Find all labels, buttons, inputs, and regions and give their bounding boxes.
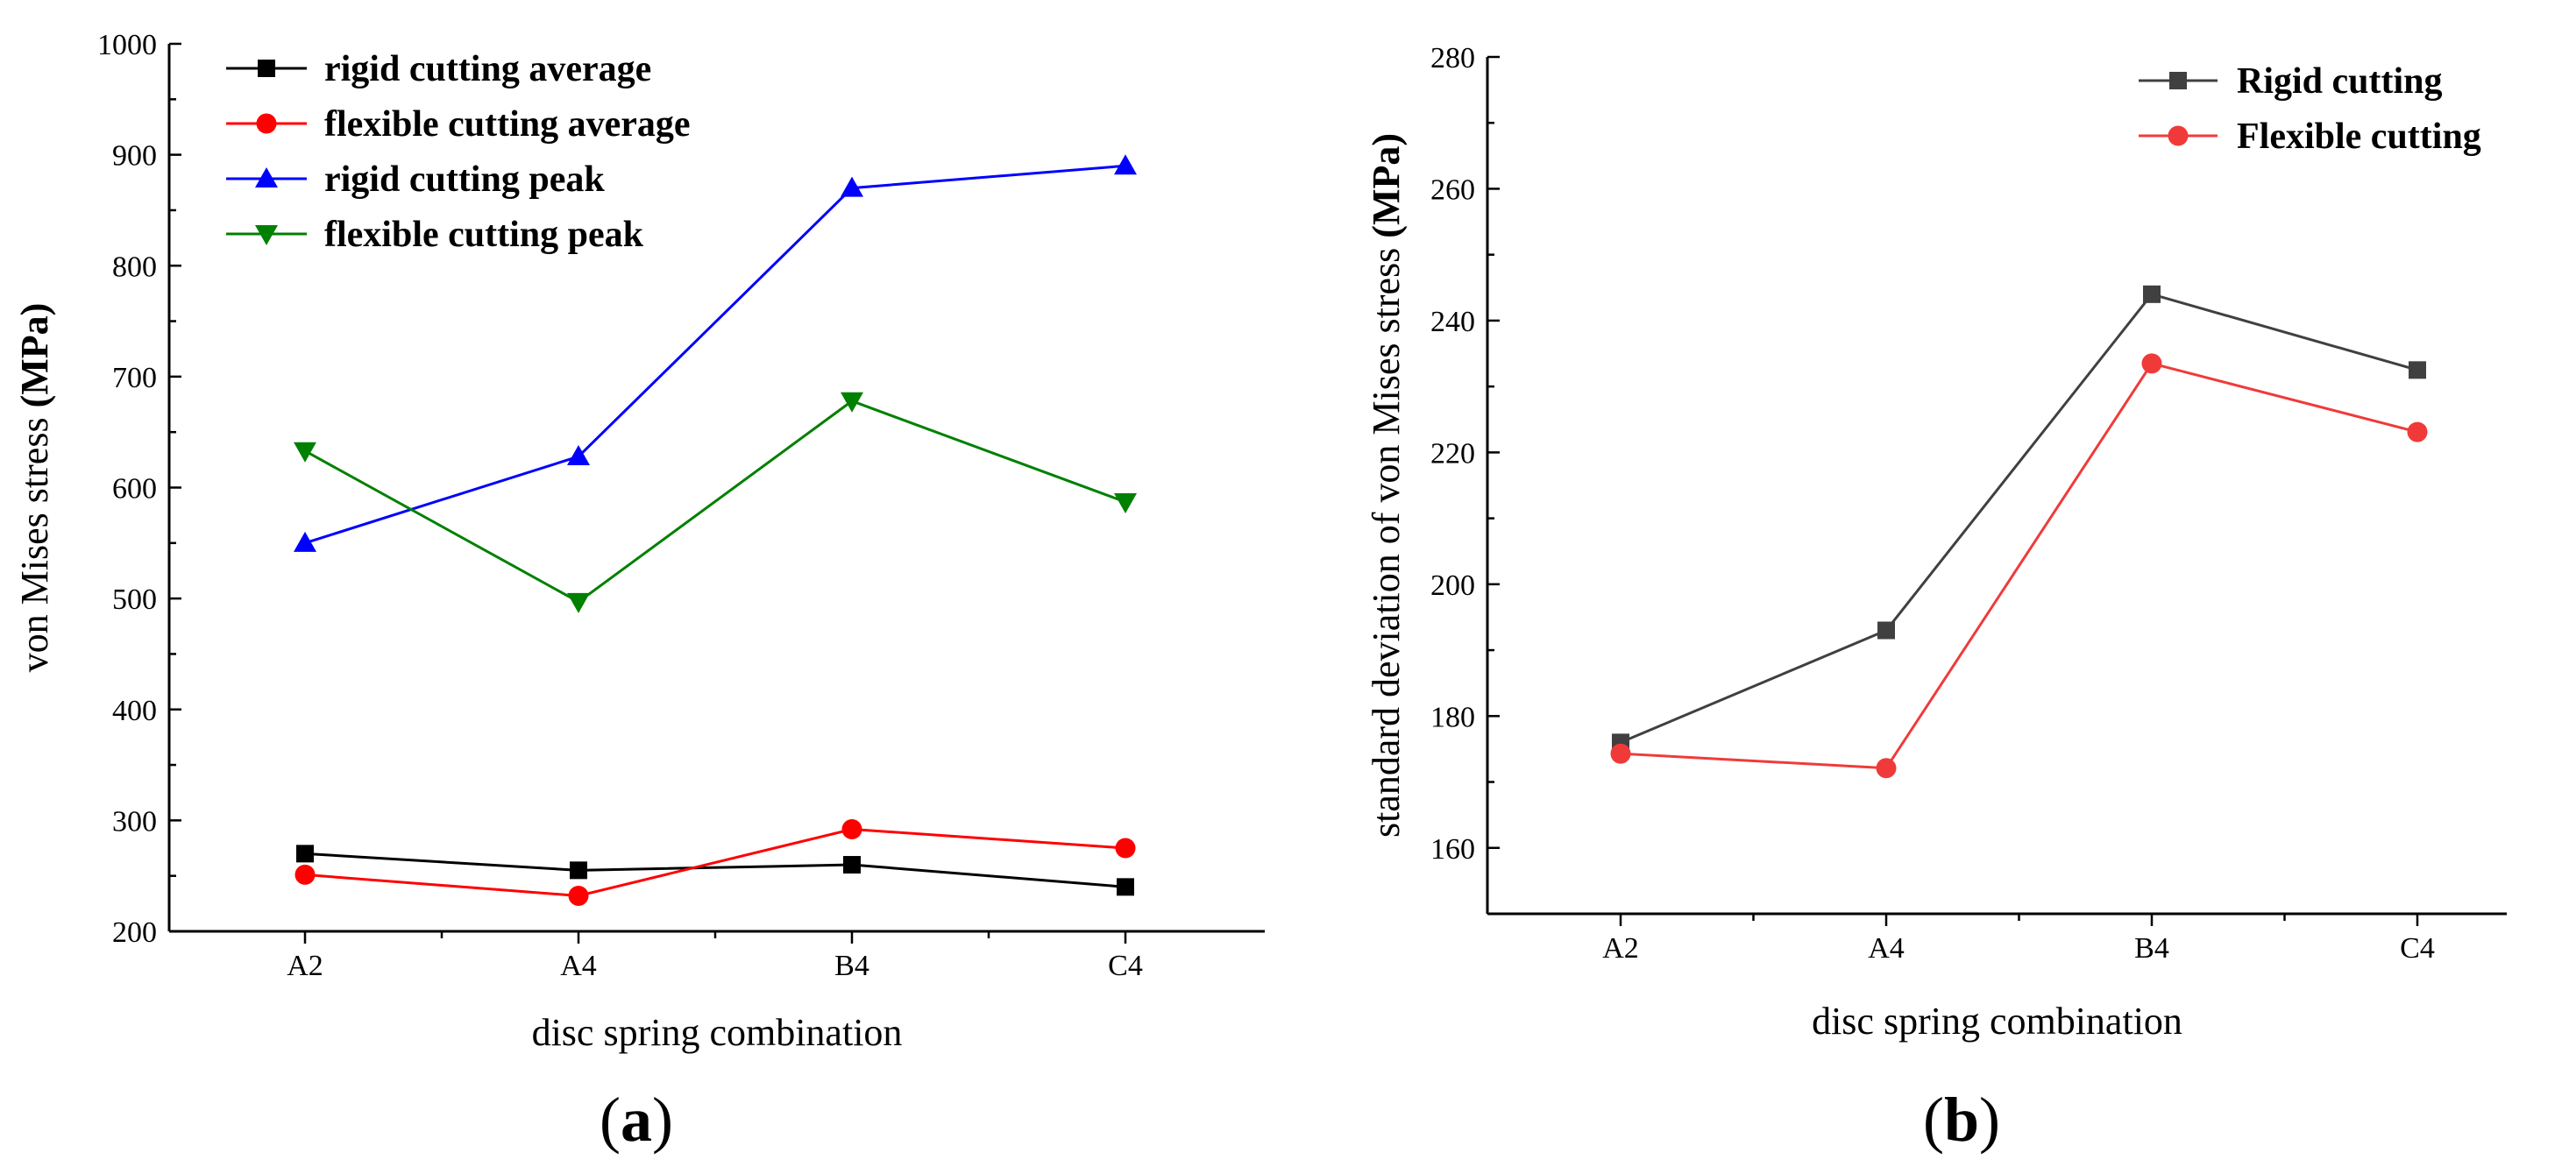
data-point-1-2 bbox=[2141, 353, 2162, 374]
x-tick-label: C4 bbox=[2400, 932, 2435, 965]
chart-panel-a: 200 300 400 500 600 700 800 900 1000 A2 A4 B4 C4 disc… bbox=[13, 29, 1265, 1155]
data-point-1-0 bbox=[295, 864, 316, 885]
series-line-2 bbox=[304, 164, 1126, 545]
y-tick-label: 700 bbox=[112, 362, 157, 394]
x-tick-label: A2 bbox=[287, 950, 323, 982]
y-axis-label-text: von Mises stress bbox=[13, 407, 56, 672]
x-axis-label: disc spring combination bbox=[532, 1011, 903, 1054]
data-point-3-3 bbox=[1114, 492, 1137, 513]
y-axis-label: standard deviation of von Mises stress (… bbox=[1365, 133, 1408, 838]
data-point-1-0 bbox=[1610, 743, 1631, 764]
y-tick-label: 900 bbox=[112, 140, 157, 173]
data-point-1-1 bbox=[568, 885, 589, 906]
data-point-1-3 bbox=[1115, 838, 1136, 859]
chart-panel-b: 160 180 200 220 240 260 280 A2 A4 B4 C4 disc spring… bbox=[1365, 42, 2507, 1155]
y-tick-label: 600 bbox=[112, 473, 157, 506]
data-point-2-1 bbox=[567, 445, 590, 466]
x-tick-label: A4 bbox=[560, 950, 597, 982]
y-tick-label: 500 bbox=[112, 584, 157, 616]
x-tick-label: A4 bbox=[1868, 932, 1905, 965]
legend-marker-1 bbox=[2168, 125, 2189, 146]
legend-marker-3 bbox=[255, 225, 278, 245]
data-point-0-2 bbox=[2143, 285, 2161, 303]
data-point-0-1 bbox=[1877, 621, 1895, 640]
data-point-3-0 bbox=[294, 442, 316, 463]
series-line-0 bbox=[1620, 293, 2418, 744]
data-point-1-1 bbox=[1876, 758, 1897, 779]
y-tick-label: 240 bbox=[1430, 306, 1475, 338]
legend-marker-2 bbox=[255, 167, 278, 187]
panel-label: (b) bbox=[1923, 1085, 2000, 1155]
y-axis-label: von Mises stress (MPa) bbox=[13, 303, 56, 673]
legend-marker-1 bbox=[256, 113, 277, 134]
data-point-1-3 bbox=[2407, 421, 2428, 442]
y-axis-label-text: standard deviation of von Mises stress bbox=[1365, 238, 1408, 838]
data-point-1-2 bbox=[841, 819, 862, 840]
data-point-0-0 bbox=[296, 845, 314, 863]
legend-label-1: Flexible cutting bbox=[2237, 117, 2481, 157]
x-tick-label: B4 bbox=[2134, 932, 2169, 965]
data-point-0-1 bbox=[570, 861, 587, 880]
x-tick-label: A2 bbox=[1602, 932, 1639, 965]
y-tick-label: 300 bbox=[112, 805, 157, 838]
x-tick-label: B4 bbox=[834, 950, 869, 982]
panel-label-paren: ( bbox=[1923, 1085, 1944, 1155]
panel-label-paren: ) bbox=[652, 1085, 673, 1155]
y-tick-label: 280 bbox=[1430, 42, 1475, 74]
data-point-0-2 bbox=[843, 856, 861, 874]
data-point-0-3 bbox=[1117, 878, 1134, 896]
legend-label-3: flexible cutting peak bbox=[324, 215, 644, 255]
y-tick-label: 200 bbox=[1430, 569, 1475, 602]
y-tick-label: 400 bbox=[112, 695, 157, 727]
data-point-0-3 bbox=[2409, 361, 2426, 379]
y-axis-label-unit: (MPa) bbox=[13, 303, 56, 408]
panel-label-paren: ) bbox=[1979, 1085, 2000, 1155]
y-tick-label: 260 bbox=[1430, 173, 1475, 206]
y-tick-label: 800 bbox=[112, 251, 157, 283]
data-point-2-2 bbox=[841, 176, 863, 197]
data-point-3-1 bbox=[567, 592, 590, 613]
panel-label: (a) bbox=[600, 1085, 673, 1155]
x-tick-label: C4 bbox=[1108, 950, 1143, 982]
y-tick-label: 180 bbox=[1430, 701, 1475, 733]
legend-label-1: flexible cutting average bbox=[324, 104, 691, 145]
series-line-3 bbox=[304, 400, 1126, 604]
data-point-3-2 bbox=[841, 392, 863, 413]
data-point-2-0 bbox=[294, 531, 316, 552]
legend-label-0: rigid cutting average bbox=[324, 49, 651, 89]
legend-label-0: Rigid cutting bbox=[2237, 61, 2443, 102]
y-axis-label-unit: (MPa) bbox=[1365, 133, 1408, 238]
data-point-2-3 bbox=[1114, 154, 1137, 175]
x-axis-label: disc spring combination bbox=[1812, 1000, 2182, 1043]
panel-label-letter: a bbox=[621, 1085, 652, 1155]
panel-label-letter: b bbox=[1944, 1085, 1979, 1155]
legend-marker-0 bbox=[258, 60, 275, 77]
y-tick-label: 1000 bbox=[97, 29, 157, 61]
legend-label-2: rigid cutting peak bbox=[324, 159, 605, 200]
panel-label-paren: ( bbox=[600, 1085, 621, 1155]
series-line-1 bbox=[1620, 362, 2418, 770]
series-line-1 bbox=[304, 827, 1126, 897]
y-tick-label: 160 bbox=[1430, 833, 1475, 866]
y-tick-label: 200 bbox=[112, 916, 157, 949]
legend-marker-0 bbox=[2169, 72, 2187, 89]
series-line-0 bbox=[304, 852, 1126, 888]
y-tick-label: 220 bbox=[1430, 437, 1475, 470]
